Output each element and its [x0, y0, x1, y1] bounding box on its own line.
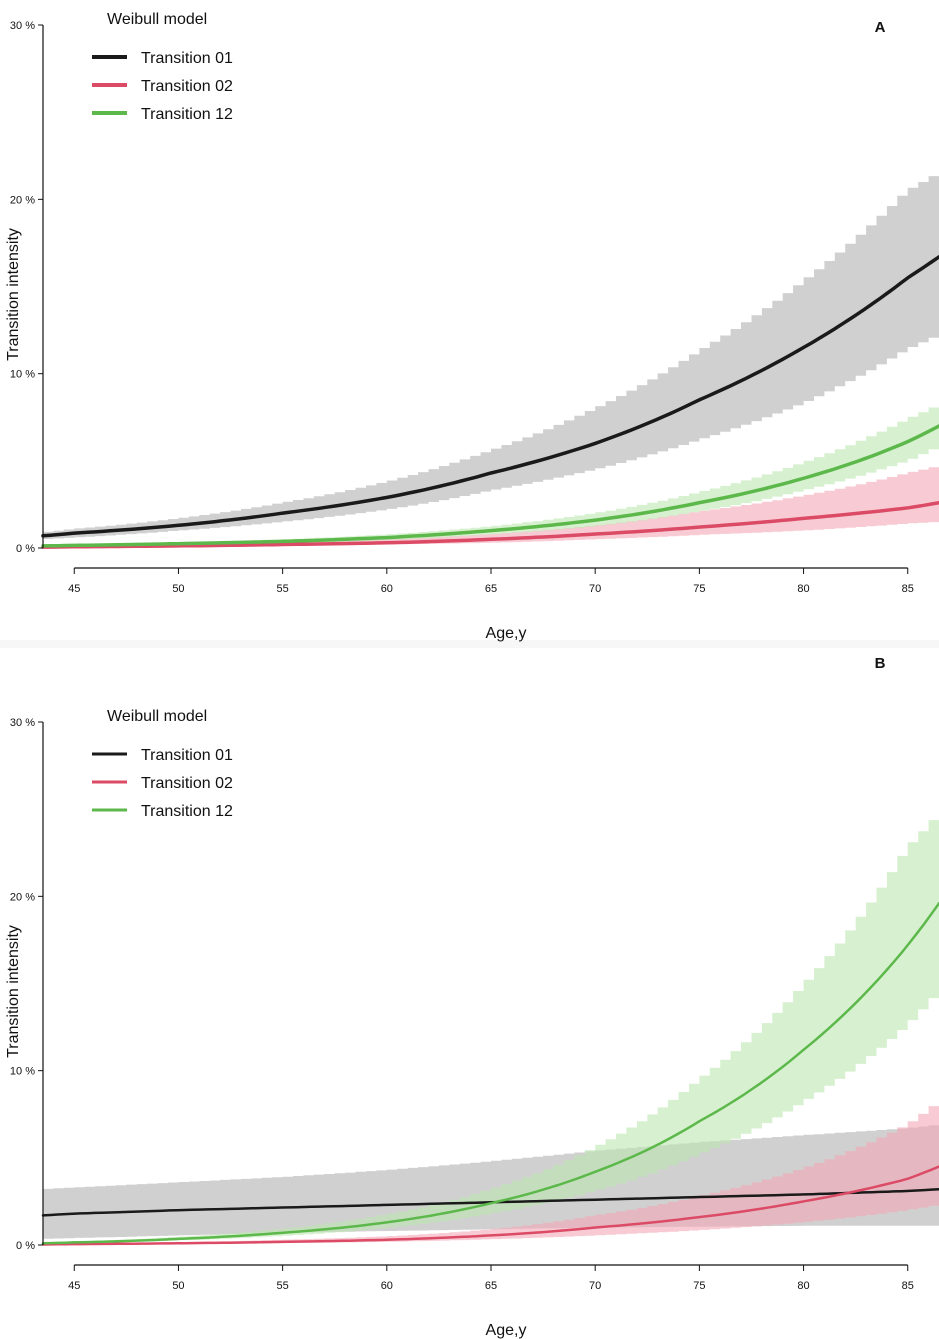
- band-transition-01: [43, 176, 939, 539]
- y-axis: 0 % 10 % 20 % 30 % Transition intensity: [5, 717, 44, 1252]
- x-tick-label: 65: [485, 1280, 497, 1292]
- legend-label-t01: Transition 01: [141, 50, 233, 67]
- x-axis: 45 50 55 60 65 70 75 80 85 Age,y: [68, 1264, 914, 1339]
- y-axis: 0 % 10 % 20 % 30 % Transition intensity: [5, 20, 44, 555]
- legend: Weibull model Transition 01 Transition 02 T…: [92, 11, 233, 123]
- y-tick-label: 20 %: [10, 194, 35, 206]
- x-tick-label: 65: [485, 583, 497, 595]
- x-tick-label: 70: [589, 1280, 601, 1292]
- x-tick-label: 55: [277, 1280, 289, 1292]
- x-tick-label: 75: [693, 583, 705, 595]
- x-tick-label: 85: [902, 1280, 914, 1292]
- legend-label-t02: Transition 02: [141, 775, 233, 792]
- x-tick-label: 60: [381, 1280, 393, 1292]
- x-tick-label: 80: [797, 583, 809, 595]
- y-tick-label: 30 %: [10, 20, 35, 32]
- legend-title: Weibull model: [107, 708, 207, 725]
- line-transition-01: [41, 255, 939, 538]
- band-transition-02: [43, 1106, 939, 1245]
- y-tick-label: 0 %: [16, 1240, 35, 1252]
- y-axis-title: Transition intensity: [5, 228, 22, 361]
- x-tick-label: 55: [277, 583, 289, 595]
- y-tick-label: 10 %: [10, 1066, 35, 1078]
- line-transition-12: [41, 424, 939, 548]
- series-lines: [41, 902, 939, 1246]
- panel-b: 0 % 10 % 20 % 30 % Transition intensity 45 50 5…: [5, 655, 939, 1339]
- x-tick-label: 50: [172, 583, 184, 595]
- x-tick-label: 75: [693, 1280, 705, 1292]
- confidence-bands: [43, 820, 939, 1245]
- y-tick-label: 0 %: [16, 543, 35, 555]
- x-tick-label: 45: [68, 583, 80, 595]
- line-transition-12: [41, 902, 939, 1245]
- x-axis-title: Age,y: [486, 1322, 527, 1339]
- legend-label-t12: Transition 12: [141, 106, 233, 123]
- x-tick-label: 80: [797, 1280, 809, 1292]
- legend-title: Weibull model: [107, 11, 207, 28]
- y-tick-label: 20 %: [10, 891, 35, 903]
- panel-letter: A: [875, 19, 886, 36]
- x-tick-label: 50: [172, 1280, 184, 1292]
- band-transition-12: [43, 820, 939, 1244]
- legend-label-t12: Transition 12: [141, 803, 233, 820]
- y-axis-title: Transition intensity: [5, 925, 22, 1058]
- confidence-bands: [43, 176, 939, 548]
- panel-letter: B: [875, 655, 886, 672]
- x-tick-label: 60: [381, 583, 393, 595]
- x-axis: 45 50 55 60 65 70 75 80 85 Age,y: [68, 567, 914, 642]
- line-transition-02: [41, 1165, 939, 1246]
- y-tick-label: 10 %: [10, 369, 35, 381]
- panel-a: 0 % 10 % 20 % 30 % Transition intensity 45 50 5…: [5, 11, 939, 642]
- panel-separator: [0, 640, 939, 648]
- line-transition-02: [41, 500, 939, 549]
- x-axis-title: Age,y: [486, 625, 527, 642]
- legend: Weibull model Transition 01 Transition 02 T…: [92, 708, 233, 820]
- legend-label-t01: Transition 01: [141, 747, 233, 764]
- x-tick-label: 45: [68, 1280, 80, 1292]
- series-lines: [41, 255, 939, 549]
- legend-label-t02: Transition 02: [141, 78, 233, 95]
- x-tick-label: 85: [902, 583, 914, 595]
- x-tick-label: 70: [589, 583, 601, 595]
- y-tick-label: 30 %: [10, 717, 35, 729]
